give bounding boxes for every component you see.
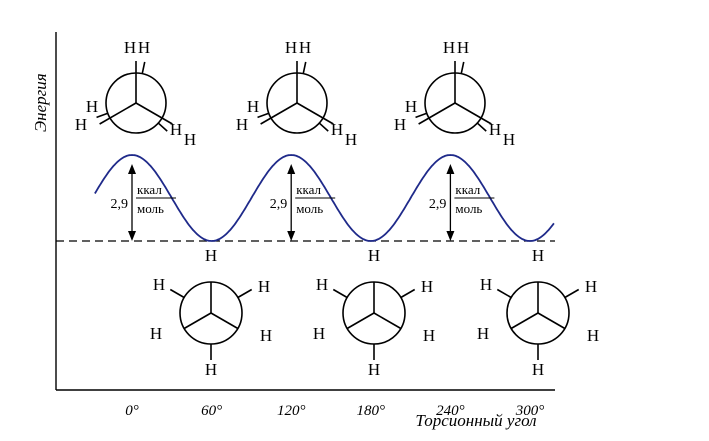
h-atom-label: H (489, 120, 501, 139)
front-bond (418, 102, 456, 125)
barrier-value: 2,9 (429, 197, 447, 212)
front-bond (346, 312, 375, 330)
front-bond (260, 102, 298, 125)
barrier-arrowhead-up (128, 164, 136, 174)
barrier-unit-denominator: моль (137, 201, 164, 216)
staggered-projections: H H H H H H H H H H H H H H H H H H (150, 246, 599, 379)
h-atom-label: H (331, 120, 343, 139)
h-atom-label: H (150, 324, 162, 343)
h-atom-label: H (585, 277, 597, 296)
h-atom-label: H (170, 120, 182, 139)
h-atom-label: H (423, 326, 435, 345)
h-atom-label: H (316, 275, 328, 294)
h-atom-label: H (503, 130, 515, 149)
h-atom-label: H (368, 360, 380, 379)
barrier-unit-denominator: моль (296, 201, 323, 216)
h-atom-label: H (421, 277, 433, 296)
h-atom-label: H (153, 275, 165, 294)
h-atom-label: H (258, 277, 270, 296)
front-bond (296, 102, 334, 125)
x-tick-label: 60° (201, 403, 222, 419)
h-atom-label: H (260, 326, 272, 345)
h-atom-label: H (368, 246, 380, 265)
h-atom-label: H (345, 130, 357, 149)
barrier-unit-numerator: ккал (455, 182, 480, 197)
h-atom-label: H (86, 97, 98, 116)
h-atom-label: H (532, 246, 544, 265)
front-bond (537, 312, 566, 330)
back-bond (141, 61, 146, 74)
x-tick-label: 300° (515, 403, 545, 419)
back-bond (332, 288, 348, 299)
h-atom-label: H (124, 38, 136, 57)
h-atom-label: H (205, 246, 217, 265)
newman-staggered-2: H H H H H H (477, 246, 599, 379)
h-atom-label: H (247, 97, 259, 116)
barrier-value: 2,9 (111, 197, 129, 212)
back-bond (237, 288, 253, 299)
front-bond (99, 102, 137, 125)
barrier-arrowhead-down (446, 231, 455, 241)
back-bond (318, 122, 329, 132)
h-atom-label: H (587, 326, 599, 345)
front-bond (373, 312, 402, 330)
barrier-annotations: 2,9 ккал моль 2,9 ккал моль 2,9 ккал моль (111, 164, 495, 241)
h-atom-label: H (299, 38, 311, 57)
h-atom-label: H (285, 38, 297, 57)
x-tick-label: 180° (357, 403, 386, 419)
front-bond (135, 102, 173, 125)
h-atom-label: H (138, 38, 150, 57)
back-bond (257, 112, 270, 119)
back-bond (564, 288, 580, 299)
x-tick-label: 0° (125, 403, 139, 419)
x-tick-label: 120° (277, 403, 306, 419)
barrier-unit-denominator: моль (455, 201, 482, 216)
energy-curve (94, 154, 555, 242)
h-atom-label: H (405, 97, 417, 116)
newman-staggered-0: H H H H H H (150, 246, 272, 379)
x-axis-label: Торсионный угол (415, 411, 536, 430)
h-atom-label: H (480, 275, 492, 294)
h-atom-label: H (394, 115, 406, 134)
front-bond (210, 312, 239, 330)
h-atom-label: H (477, 324, 489, 343)
back-bond (302, 61, 307, 74)
front-bond (454, 102, 492, 125)
back-bond (157, 122, 168, 132)
h-atom-label: H (236, 115, 248, 134)
barrier-arrowhead-down (128, 231, 136, 241)
barrier-arrowhead-down (287, 231, 296, 241)
h-atom-label: H (75, 115, 87, 134)
back-bond (415, 112, 428, 119)
x-tick-label: 240° (436, 403, 465, 419)
back-bond (169, 288, 185, 299)
barrier-unit-numerator: ккал (296, 182, 321, 197)
h-atom-label: H (457, 38, 469, 57)
back-bond (460, 61, 465, 74)
front-bond (183, 312, 212, 330)
y-axis-label: Энергия (31, 73, 50, 132)
back-bond (96, 112, 109, 119)
newman-staggered-1: H H H H H H (313, 246, 435, 379)
barrier-unit-numerator: ккал (137, 182, 162, 197)
h-atom-label: H (532, 360, 544, 379)
front-bond (510, 312, 539, 330)
h-atom-label: H (443, 38, 455, 57)
h-atom-label: H (205, 360, 217, 379)
barrier-value: 2,9 (270, 197, 288, 212)
back-bond (400, 288, 416, 299)
h-atom-label: H (184, 130, 196, 149)
back-bond (496, 288, 512, 299)
x-tick-labels: 0° 60° 120° 180° 240° 300° (125, 403, 544, 419)
barrier-arrowhead-up (287, 164, 296, 174)
h-atom-label: H (313, 324, 325, 343)
back-bond (476, 122, 487, 132)
barrier-arrowhead-up (446, 164, 455, 174)
